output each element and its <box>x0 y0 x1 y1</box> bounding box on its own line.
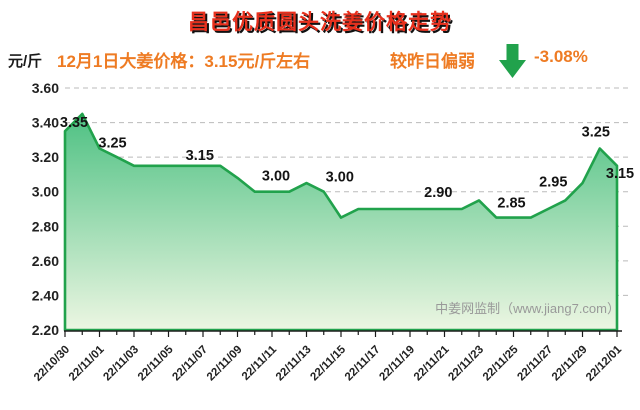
x-axis-tick-label: 22/11/17 <box>343 344 383 384</box>
y-axis-tick-label: 3.40 <box>32 115 59 131</box>
x-axis-tick-label: 22/11/25 <box>481 343 521 383</box>
y-axis-tick-label: 2.40 <box>32 287 59 303</box>
x-axis-tick-label: 22/11/21 <box>412 343 452 383</box>
y-axis-tick-label: 3.60 <box>32 80 59 96</box>
y-axis-tick-label: 3.20 <box>32 149 59 165</box>
x-axis-tick-label: 22/12/01 <box>584 343 625 384</box>
data-point-label: 2.95 <box>539 174 567 190</box>
x-axis-tick-label: 22/11/11 <box>240 343 280 383</box>
trend-note: 较昨日偏弱 <box>390 52 475 71</box>
data-point-label: 3.25 <box>582 125 610 141</box>
change-percent: -3.08% <box>534 47 588 66</box>
data-point-label: 3.15 <box>606 166 634 182</box>
x-axis-tick-label: 22/11/29 <box>550 344 590 384</box>
price-area-series <box>63 112 619 332</box>
x-axis-tick-label: 22/11/27 <box>515 344 555 384</box>
chart-title: 昌邑优质圆头洗姜价格走势 <box>188 11 452 34</box>
x-axis-tick-label: 22/11/15 <box>308 343 348 383</box>
data-point-label: 3.25 <box>98 136 126 152</box>
x-axis-tick-label: 22/11/03 <box>101 344 141 384</box>
down-arrow-icon <box>499 44 526 78</box>
y-axis-tick-label: 2.60 <box>32 253 59 269</box>
x-axis-tick-label: 22/11/19 <box>377 344 417 384</box>
x-axis-tick-label: 22/11/23 <box>446 344 486 384</box>
x-axis-tick-label: 22/11/09 <box>205 344 245 384</box>
data-point-label: 3.35 <box>60 115 88 131</box>
y-axis-tick-label: 3.00 <box>32 184 59 200</box>
x-axis-tick-label: 22/11/01 <box>67 343 107 383</box>
x-axis-tick-label: 22/11/13 <box>274 344 314 384</box>
x-axis-tick-label: 22/11/07 <box>170 344 210 384</box>
current-price-note: 12月1日大姜价格：3.15元/斤左右 <box>57 52 311 71</box>
data-point-label: 3.00 <box>262 169 290 185</box>
chart-watermark: 中姜网监制（www.jiang7.com） <box>435 301 620 316</box>
data-point-label: 3.15 <box>186 148 214 164</box>
data-point-label: 3.00 <box>326 170 354 186</box>
x-axis-tick-label: 22/10/30 <box>32 344 72 384</box>
y-axis-tick-label: 2.20 <box>32 322 59 338</box>
y-axis-unit-label: 元/斤 <box>8 53 43 70</box>
x-axis-tick-label: 22/11/05 <box>136 343 176 383</box>
data-point-label: 2.85 <box>497 196 525 212</box>
y-axis-tick-label: 2.80 <box>32 218 59 234</box>
data-point-label: 2.90 <box>424 185 452 201</box>
